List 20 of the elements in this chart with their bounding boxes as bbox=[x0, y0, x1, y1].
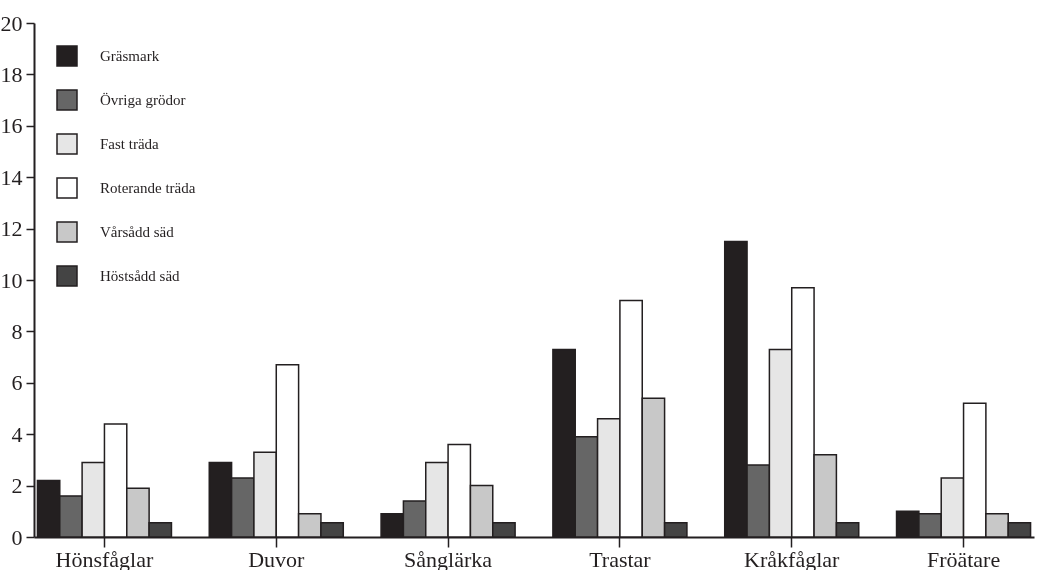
y-tick-label: 16 bbox=[0, 113, 23, 139]
legend-label: Övriga grödor bbox=[100, 92, 186, 108]
y-tick-label: 4 bbox=[11, 421, 23, 447]
legend-label: Gräsmark bbox=[100, 48, 160, 64]
y-tick-label: 18 bbox=[0, 61, 23, 87]
y-tick-label: 20 bbox=[0, 10, 23, 36]
y-tick-label: 2 bbox=[11, 473, 23, 499]
y-tick-label: 14 bbox=[0, 164, 23, 190]
y-tick-label: 12 bbox=[0, 216, 23, 242]
y-tick-label: 0 bbox=[11, 524, 23, 550]
legend-label: Fast träda bbox=[100, 136, 160, 152]
legend-label: Vårsådd säd bbox=[100, 224, 175, 240]
x-tick-label: Trastar bbox=[589, 546, 652, 572]
y-tick-label: 8 bbox=[11, 318, 23, 344]
legend-label: Höstsådd säd bbox=[100, 268, 181, 284]
y-tick-label: 10 bbox=[0, 267, 23, 293]
x-tick-label: Fröätare bbox=[926, 546, 1001, 572]
legend-label: Roterande träda bbox=[100, 180, 196, 196]
y-tick-label: 6 bbox=[11, 370, 23, 396]
x-tick-label: Duvor bbox=[248, 546, 306, 572]
